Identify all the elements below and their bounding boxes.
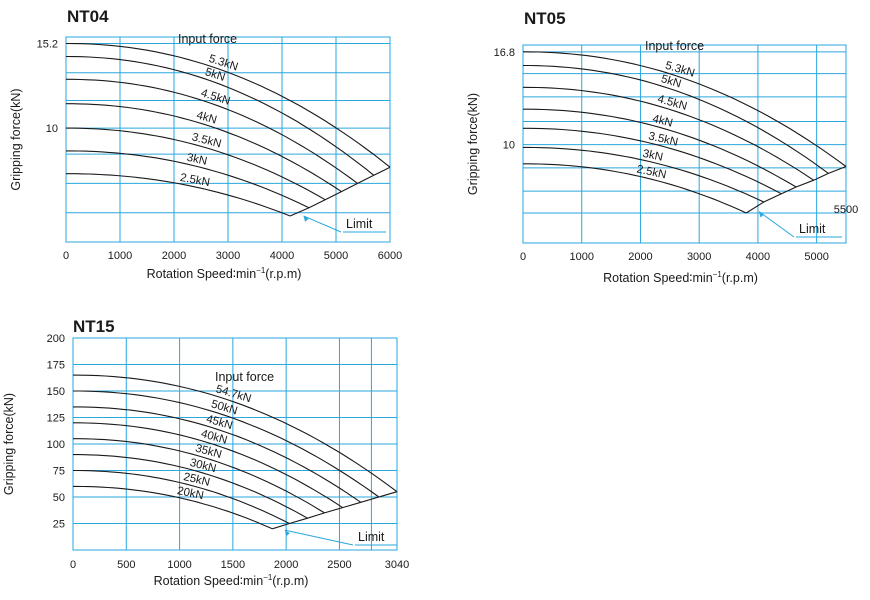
y-tick-label: 175 bbox=[47, 360, 65, 372]
series-line bbox=[522, 51, 847, 167]
series-line bbox=[73, 390, 380, 498]
series-label: 5kN bbox=[659, 73, 682, 90]
series-line bbox=[73, 454, 308, 519]
series-line bbox=[73, 422, 343, 509]
x-axis-label: Rotation Speed∶min−1(r.p.m) bbox=[154, 573, 309, 588]
x-tick-label: 3040 bbox=[385, 559, 409, 571]
x-tick-label: 1500 bbox=[221, 559, 245, 571]
series-line bbox=[66, 127, 326, 201]
x-tick-label: 1000 bbox=[167, 559, 191, 571]
limit-arrowhead bbox=[303, 215, 309, 222]
x-tick-label: 2000 bbox=[274, 559, 298, 571]
x-tick-label: 0 bbox=[70, 559, 76, 571]
limit-arrowhead bbox=[284, 530, 290, 537]
y-tick-label: 50 bbox=[53, 492, 65, 504]
limit-label: Limit bbox=[799, 222, 826, 236]
x-tick-label: 3000 bbox=[687, 251, 711, 263]
x-tick-label: 5000 bbox=[324, 250, 348, 262]
y-tick-label: 200 bbox=[47, 333, 65, 345]
x-tick-label: 2000 bbox=[162, 250, 186, 262]
series-line bbox=[523, 163, 747, 214]
limit-label: Limit bbox=[358, 530, 385, 544]
chart-nt05: NT05 0 1000 2000 3000 4000 5000 16.8 10 5500 Gripp… bbox=[466, 9, 858, 285]
series-line bbox=[523, 146, 765, 203]
chart-title: NT05 bbox=[524, 9, 566, 28]
series-line bbox=[523, 64, 829, 174]
series-label: 4kN bbox=[195, 109, 218, 126]
series-line bbox=[73, 438, 325, 514]
limit-arrowhead bbox=[758, 211, 764, 218]
series-line bbox=[523, 127, 782, 195]
chart-nt15: NT15 0 500 1000 1500 2000 2500 3040 200 175 150 125… bbox=[2, 317, 409, 588]
y-tick-label: 125 bbox=[47, 413, 65, 425]
chart-title: NT15 bbox=[73, 317, 115, 336]
series-line bbox=[73, 485, 273, 530]
x-tick-label: 3000 bbox=[216, 250, 240, 262]
series-line bbox=[65, 42, 391, 168]
x-tick-label: 2500 bbox=[327, 559, 351, 571]
series-line bbox=[522, 86, 815, 181]
x-tick-label: 4000 bbox=[746, 251, 770, 263]
series-label: 20kN bbox=[176, 485, 205, 502]
input-force-label: Input force bbox=[178, 32, 237, 46]
series-label: 3kN bbox=[186, 152, 209, 168]
limit-leader bbox=[284, 529, 354, 546]
y-axis-label: Gripping force(kN) bbox=[9, 88, 23, 190]
x-tick-label: 2000 bbox=[628, 251, 652, 263]
series-line bbox=[66, 173, 291, 217]
x-axis-label: Rotation Speed∶min−1(r.p.m) bbox=[603, 270, 758, 285]
x-limit-label: 5500 bbox=[834, 204, 858, 216]
y-tick-label: 10 bbox=[503, 140, 515, 152]
x-tick-label: 0 bbox=[520, 251, 526, 263]
x-tick-label: 500 bbox=[117, 559, 135, 571]
y-tick-label: 10 bbox=[46, 123, 58, 135]
x-tick-label: 4000 bbox=[270, 250, 294, 262]
limit-line bbox=[745, 165, 847, 214]
y-tick-label: 150 bbox=[47, 386, 65, 398]
y-tick-label: 75 bbox=[53, 466, 65, 478]
y-tick-label: 15.2 bbox=[37, 39, 58, 51]
grid bbox=[72, 337, 398, 551]
y-axis-label: Gripping force(kN) bbox=[2, 393, 16, 495]
x-tick-label: 1000 bbox=[569, 251, 593, 263]
x-tick-label: 0 bbox=[63, 250, 69, 262]
y-tick-label: 16.8 bbox=[494, 47, 515, 59]
chart-nt04: NT04 0 1000 2000 3000 4000 5000 6000 15.2 10 Gripp… bbox=[9, 7, 402, 281]
x-tick-label: 1000 bbox=[108, 250, 132, 262]
grid bbox=[522, 44, 847, 244]
series-line bbox=[66, 103, 342, 193]
series-line bbox=[72, 374, 398, 493]
input-force-label: Input force bbox=[215, 370, 274, 384]
series-line bbox=[523, 108, 797, 188]
limit-line bbox=[272, 491, 398, 530]
limit-line bbox=[289, 166, 391, 217]
limit-label: Limit bbox=[346, 217, 373, 231]
limit-leader bbox=[758, 211, 795, 238]
y-axis-label: Gripping force(kN) bbox=[466, 93, 480, 195]
chart-title: NT04 bbox=[67, 7, 109, 26]
series-line bbox=[65, 55, 375, 176]
series-line bbox=[66, 150, 310, 209]
series-label: 2.5kN bbox=[179, 172, 211, 189]
y-tick-label: 25 bbox=[53, 519, 65, 531]
series-label: 3kN bbox=[642, 148, 665, 164]
x-axis-label: Rotation Speed∶min−1(r.p.m) bbox=[147, 266, 302, 281]
series-label: 25kN bbox=[182, 471, 211, 489]
input-force-label: Input force bbox=[645, 39, 704, 53]
series-line bbox=[73, 469, 290, 524]
series-line bbox=[66, 78, 358, 184]
y-tick-label: 100 bbox=[47, 439, 65, 451]
series-label: 4kN bbox=[651, 113, 674, 130]
x-tick-label: 6000 bbox=[378, 250, 402, 262]
series-line bbox=[73, 406, 362, 503]
limit-leader bbox=[303, 215, 342, 233]
x-tick-label: 5000 bbox=[804, 251, 828, 263]
